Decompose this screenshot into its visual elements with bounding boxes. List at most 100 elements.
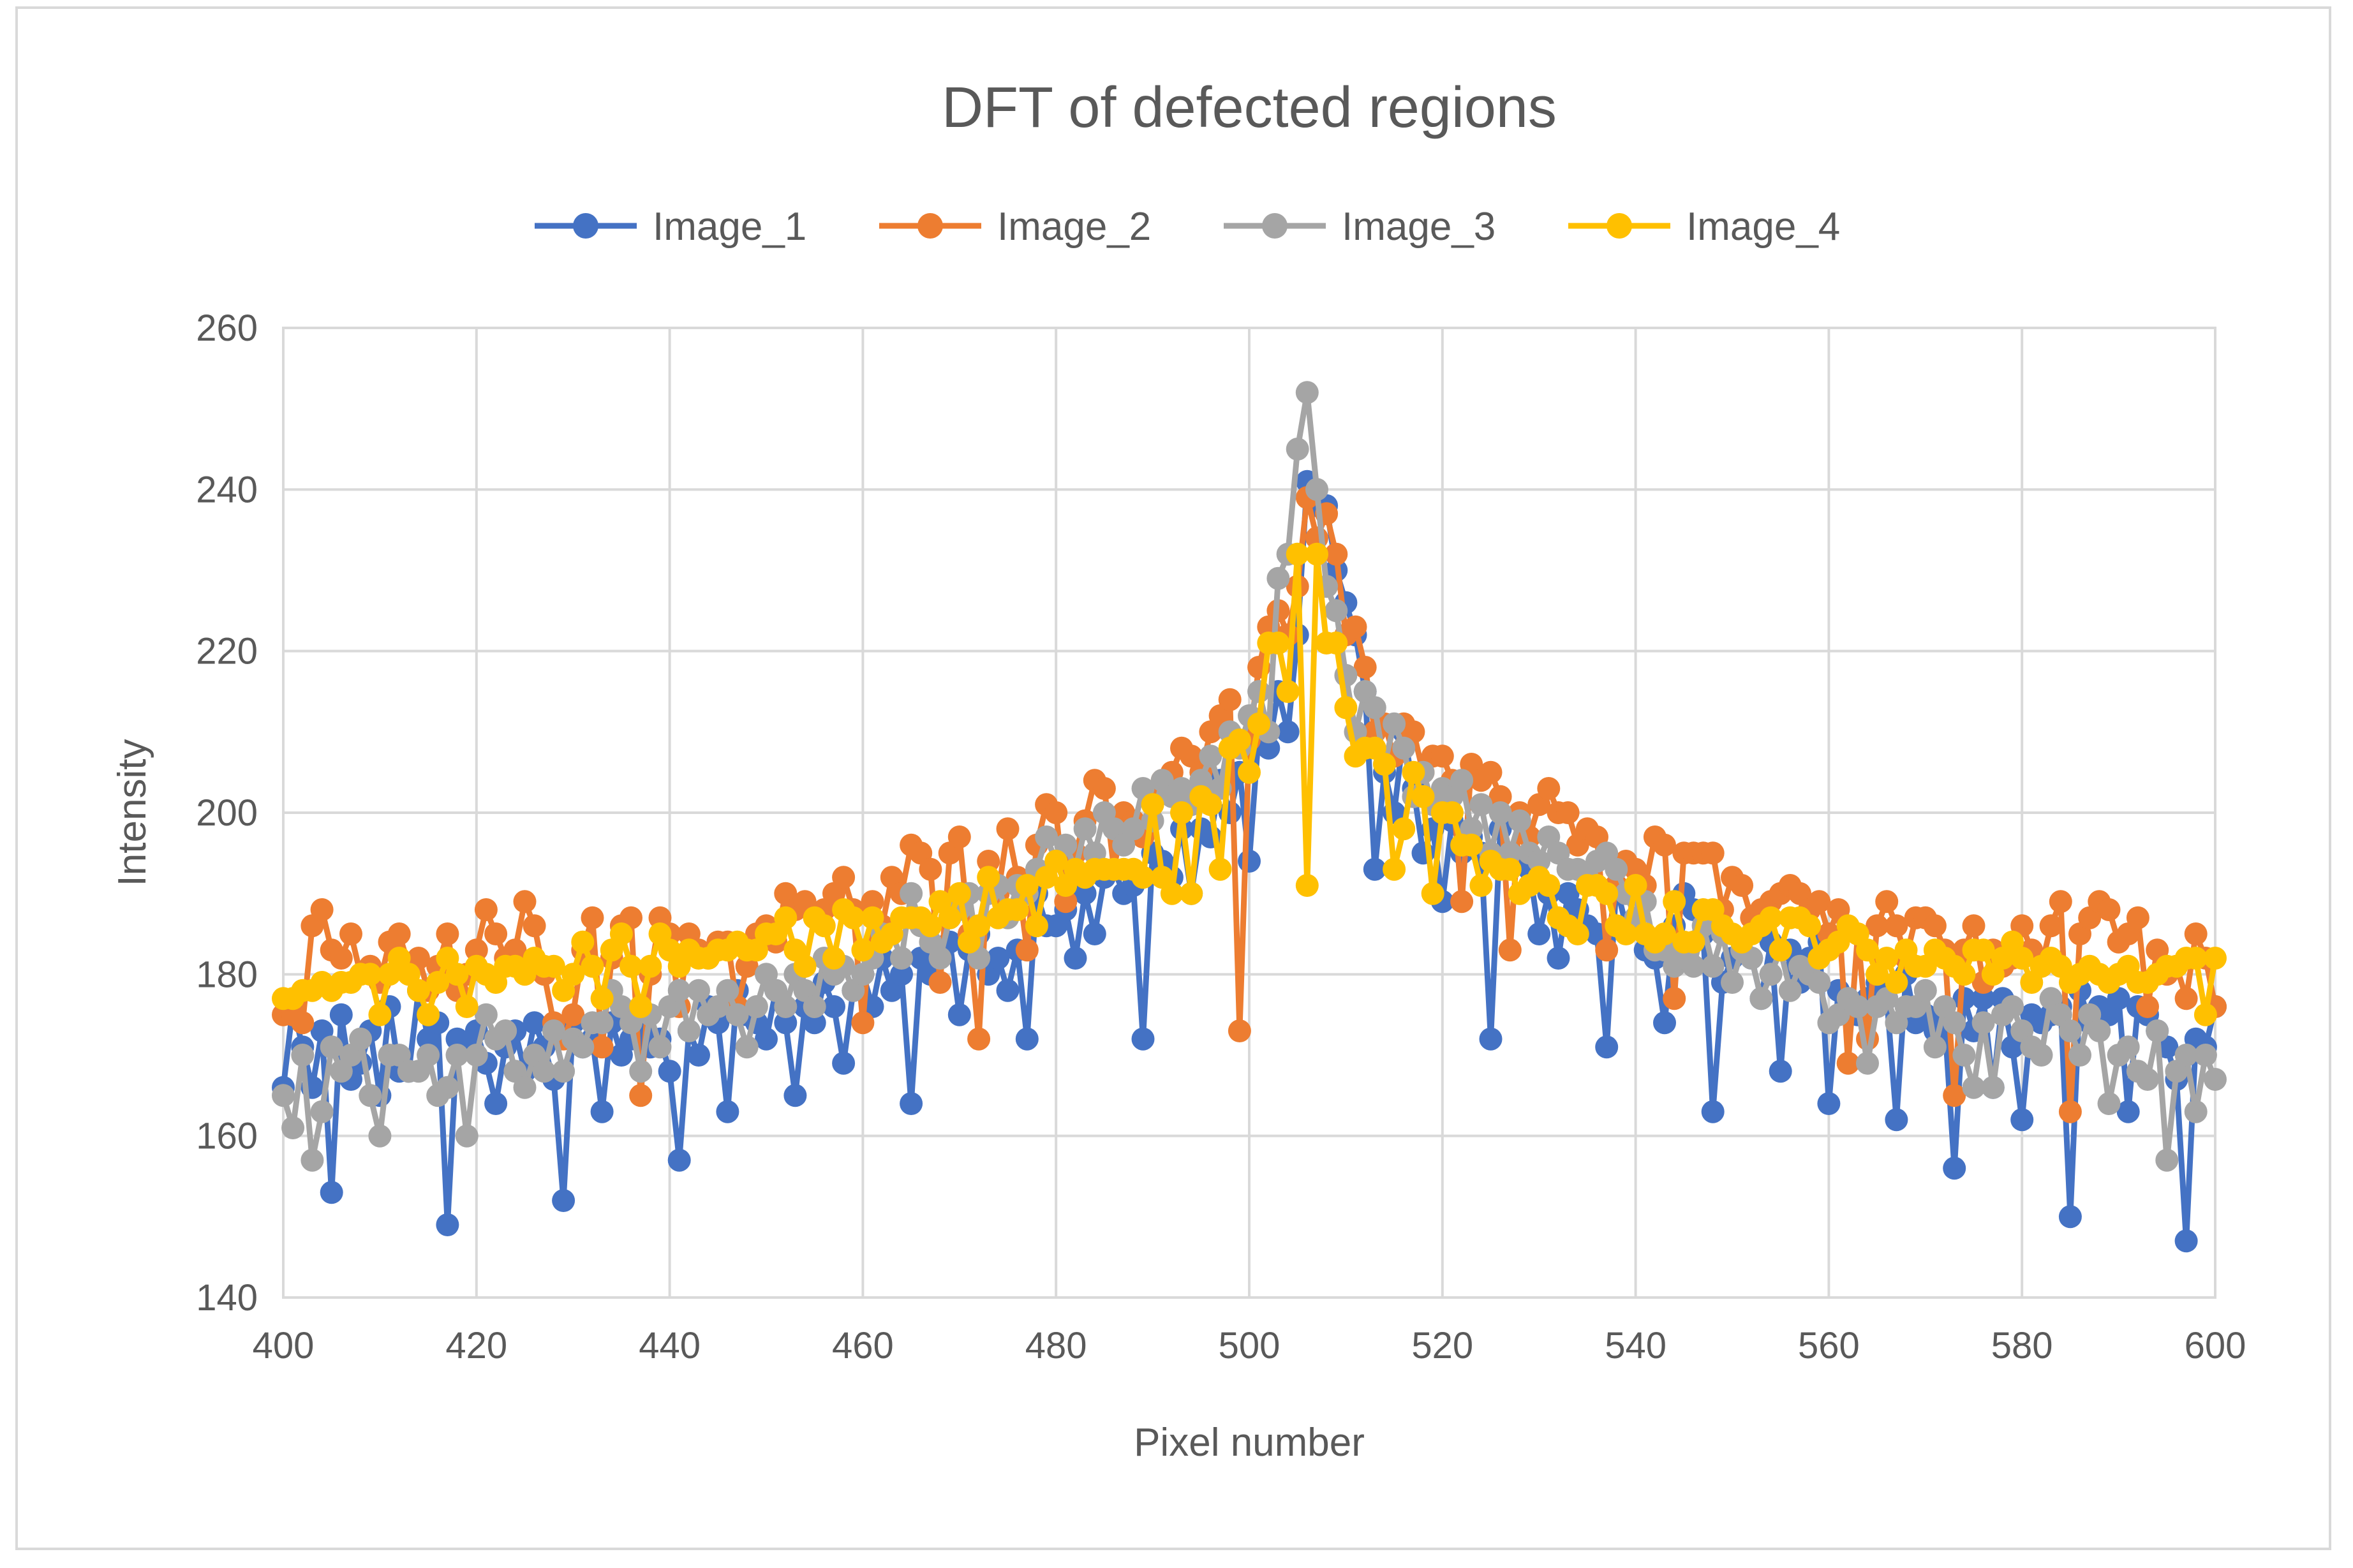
data-point [812, 914, 836, 938]
data-point [1595, 882, 1619, 905]
data-point [842, 906, 865, 929]
data-point [803, 995, 826, 1018]
data-point [1846, 995, 1869, 1018]
data-point [291, 1011, 315, 1035]
data-point [1701, 841, 1725, 865]
data-point [793, 954, 817, 978]
data-point [1701, 1100, 1725, 1123]
data-point [581, 906, 604, 929]
data-point [1044, 850, 1068, 873]
data-point [1682, 954, 1705, 978]
data-point [745, 995, 768, 1018]
data-point [1295, 874, 1319, 897]
data-point [445, 1044, 469, 1067]
data-point [1044, 801, 1068, 824]
data-point [1807, 971, 1831, 994]
y-tick-label: 140 [196, 1277, 258, 1319]
data-point [1392, 817, 1416, 841]
data-point [1778, 979, 1802, 1002]
data-point [455, 1124, 479, 1148]
data-point [1383, 857, 1406, 881]
data-point [2116, 1100, 2140, 1123]
legend-marker [1262, 213, 1288, 239]
x-tick-label: 480 [1025, 1325, 1087, 1366]
data-point [1015, 938, 1039, 962]
data-point [1537, 874, 1561, 897]
x-tick-label: 600 [2185, 1325, 2246, 1366]
data-point [590, 1011, 614, 1035]
data-point [2136, 1068, 2159, 1091]
data-point [755, 1027, 778, 1051]
chart-title: DFT of defected regions [942, 76, 1557, 140]
legend-item: Image_4 [1568, 205, 1840, 249]
data-point [1663, 987, 1686, 1010]
data-point [1276, 720, 1300, 744]
data-point [977, 866, 1000, 889]
data-point [1624, 874, 1647, 897]
data-point [1856, 938, 1879, 962]
data-point [571, 1035, 595, 1059]
data-point [1913, 979, 1937, 1002]
data-point [387, 922, 411, 945]
data-point [1701, 954, 1725, 978]
data-point [1469, 874, 1493, 897]
data-point [2184, 1100, 2208, 1123]
data-point [1015, 1027, 1039, 1051]
data-point [301, 1148, 324, 1172]
data-point [1325, 542, 1348, 566]
data-point [2058, 1019, 2082, 1042]
data-point [2174, 1044, 2198, 1067]
data-point [2116, 1035, 2140, 1059]
data-point [1411, 785, 1435, 808]
data-point [2039, 914, 2063, 938]
data-point [1440, 801, 1464, 824]
data-point [1276, 680, 1300, 703]
data-point [590, 1035, 614, 1059]
data-point [561, 963, 585, 986]
data-point [1383, 712, 1406, 736]
data-point [1856, 1051, 1879, 1075]
x-tick-label: 580 [1991, 1325, 2053, 1366]
data-point [822, 995, 845, 1018]
data-point [464, 1044, 488, 1067]
data-point [2136, 995, 2159, 1018]
data-point [1015, 874, 1039, 897]
data-point [947, 882, 971, 905]
legend-label: Image_4 [1686, 205, 1840, 249]
data-point [291, 1044, 315, 1067]
data-point [2068, 1044, 2091, 1067]
data-point [349, 1027, 373, 1051]
data-point [687, 1044, 710, 1067]
data-point [1817, 1092, 1841, 1115]
data-point [1498, 938, 1522, 962]
data-point [687, 979, 710, 1002]
data-point [1527, 850, 1551, 873]
data-point [2174, 1229, 2198, 1253]
data-point [1363, 696, 1386, 720]
data-point [1392, 736, 1416, 760]
data-point [967, 1027, 991, 1051]
data-point [1508, 809, 1531, 832]
data-point [677, 1019, 701, 1042]
data-point [513, 890, 537, 913]
data-point [1170, 801, 1193, 824]
data-point [1807, 890, 1831, 913]
data-point [1759, 963, 1783, 986]
data-point [1228, 729, 1251, 751]
legend-marker [573, 213, 598, 239]
data-point [1981, 1076, 2005, 1099]
data-point [1479, 1027, 1503, 1051]
data-point [426, 971, 450, 994]
data-point [2010, 947, 2034, 970]
data-point [1952, 1044, 1976, 1067]
data-point [1295, 381, 1319, 404]
data-point [648, 1035, 672, 1059]
data-point [1353, 656, 1377, 679]
data-point [774, 906, 798, 929]
data-point [1189, 769, 1213, 792]
data-point [417, 1003, 440, 1026]
data-point [1247, 712, 1271, 736]
data-point [1682, 930, 1705, 954]
legend-item: Image_1 [535, 205, 806, 249]
data-point [1537, 777, 1561, 800]
